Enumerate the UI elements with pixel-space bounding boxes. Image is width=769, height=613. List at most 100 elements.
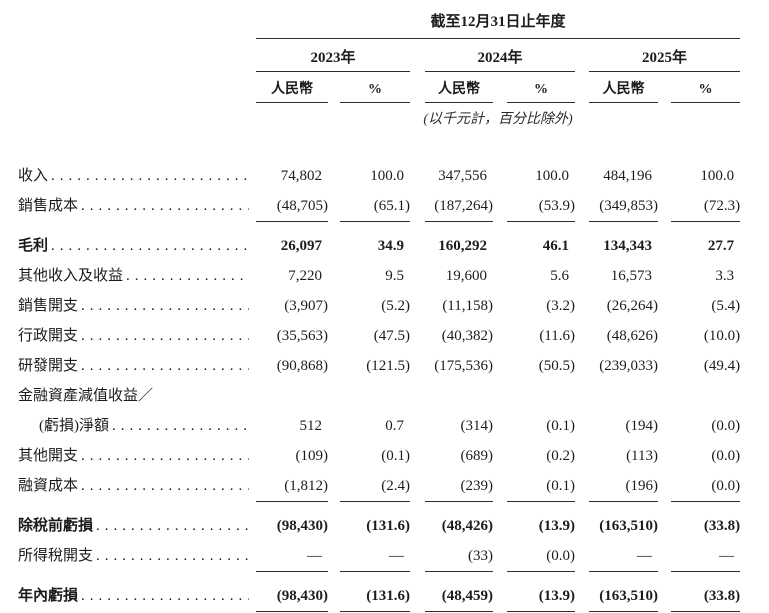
value-cell [589, 380, 658, 410]
value-cell: (48,426) [441, 518, 493, 534]
value-cell: (98,430) [256, 572, 328, 613]
value-cell: (50.5) [538, 358, 575, 374]
column-gap [328, 128, 340, 190]
value-cell: (0.0) [671, 470, 741, 502]
column-gap [658, 260, 671, 290]
value-cell: — [256, 540, 328, 572]
currency-header-2024: 人民幣 [425, 72, 493, 103]
value-cell: (0.1) [546, 418, 575, 434]
value-cell: (113) [626, 448, 658, 464]
column-gap [328, 190, 340, 223]
table-row: 毛利 26,097 34.9 160,292 46.1 134,343 27.7 [18, 222, 740, 260]
value-cell: 46.1 [542, 238, 569, 254]
column-gap [410, 540, 425, 573]
table-body: 收入 74,802 100.0 347,556 100.0 484,196 100.0 銷售成… [18, 128, 741, 613]
value-cell: (35,563) [276, 328, 328, 344]
column-gap [493, 350, 507, 380]
header-spacer [18, 103, 256, 128]
table-row: 銷售成本 (48,705) (65.1) (187,264) (53.9) (349,85… [18, 190, 741, 223]
column-gap [410, 39, 425, 72]
value-cell: 347,556 [438, 168, 487, 184]
column-gap [328, 410, 340, 440]
value-cell: (49.4) [703, 358, 741, 374]
column-gap [410, 470, 425, 503]
period-row: 截至12月31日止年度 [18, 8, 741, 39]
value-cell: (1,812) [256, 470, 328, 502]
column-gap [410, 290, 425, 320]
row-label-cell: 收入 [18, 128, 250, 190]
column-gap [328, 540, 340, 573]
value-cell: 9.5 [385, 268, 404, 284]
header-spacer [18, 39, 256, 72]
value-cell: 5.6 [550, 268, 569, 284]
table-row: 行政開支 (35,563) (47.5) (40,382) (11.6) (48,626)… [18, 320, 740, 350]
value-cell: (33) [425, 540, 493, 572]
dot-leader [51, 168, 249, 185]
column-gap [658, 410, 671, 440]
table-row: 所得稅開支 — — (33) (0.0) — — [18, 540, 741, 573]
column-gap [575, 39, 589, 72]
column-gap [493, 190, 507, 223]
column-gap [410, 320, 425, 350]
value-cell: (187,264) [425, 190, 493, 222]
value-cell: (13.9) [538, 518, 575, 534]
column-gap [328, 222, 340, 260]
table-row: 其他收入及收益 7,220 9.5 19,600 5.6 16,573 3.3 [18, 260, 740, 290]
value-cell [425, 380, 493, 410]
row-label-cell: 其他開支 [18, 440, 250, 470]
column-gap [575, 222, 589, 260]
row-label: 年內虧損 [18, 588, 79, 604]
column-gap [575, 320, 589, 350]
table-row: 其他開支 (109) (0.1) (689) (0.2) (113) (0.0) [18, 440, 740, 470]
year-header-2023: 2023年 [256, 39, 410, 72]
value-cell: (13.9) [507, 572, 575, 613]
column-gap [328, 320, 340, 350]
column-gap [658, 440, 671, 470]
column-gap [493, 502, 507, 540]
value-cell: (239,033) [599, 358, 658, 374]
value-cell: (90,868) [276, 358, 328, 374]
column-gap [658, 350, 671, 380]
value-cell: (48,626) [606, 328, 658, 344]
value-cell: 100.0 [535, 168, 569, 184]
dot-leader [81, 478, 249, 495]
value-cell: (0.0) [507, 540, 575, 572]
header-spacer [18, 8, 256, 39]
column-gap [575, 128, 589, 190]
column-gap [493, 380, 507, 410]
percent-header-2023: % [340, 72, 410, 103]
column-gap [493, 410, 507, 440]
value-cell: 27.7 [707, 238, 735, 254]
table-row: 年內虧損 (98,430) (131.6) (48,459) (13.9) (163,51… [18, 572, 741, 613]
column-gap [575, 72, 589, 103]
dot-leader [112, 418, 249, 435]
value-cell: 26,097 [280, 238, 322, 254]
value-cell: (0.2) [546, 448, 575, 464]
row-label: 毛利 [18, 238, 49, 254]
value-cell: (0.0) [711, 418, 741, 434]
value-cell: — [589, 540, 658, 572]
table-row: 研發開支 (90,868) (121.5) (175,536) (50.5) (239,0… [18, 350, 740, 380]
subheader-row: 人民幣 % 人民幣 % 人民幣 % [18, 72, 741, 103]
value-cell: (48,459) [425, 572, 493, 613]
value-cell: 19,600 [445, 268, 487, 284]
column-gap [410, 380, 425, 410]
value-cell: — [671, 540, 741, 572]
dot-leader [126, 268, 249, 285]
value-cell: (349,853) [589, 190, 658, 222]
value-cell: (194) [625, 418, 659, 434]
year-header-2024: 2024年 [425, 39, 575, 72]
value-cell: (10.0) [703, 328, 741, 344]
row-label-cell: 行政開支 [18, 320, 250, 350]
column-gap [493, 290, 507, 320]
value-cell [671, 380, 740, 410]
column-gap [658, 540, 671, 573]
row-label: 行政開支 [18, 328, 79, 344]
column-gap [575, 540, 589, 573]
value-cell: (175,536) [434, 358, 493, 374]
dot-leader [81, 198, 249, 215]
value-cell: (0.0) [711, 448, 741, 464]
value-cell: 100.0 [370, 168, 404, 184]
value-cell: (5.2) [381, 298, 410, 314]
